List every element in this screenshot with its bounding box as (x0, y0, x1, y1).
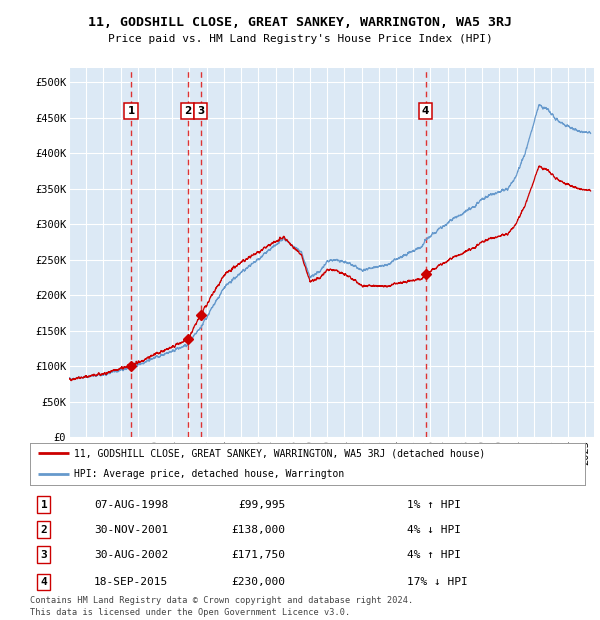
Text: £138,000: £138,000 (232, 525, 286, 534)
Text: 4% ↓ HPI: 4% ↓ HPI (407, 525, 461, 534)
Text: £99,995: £99,995 (238, 500, 286, 510)
Text: 11, GODSHILL CLOSE, GREAT SANKEY, WARRINGTON, WA5 3RJ: 11, GODSHILL CLOSE, GREAT SANKEY, WARRIN… (88, 16, 512, 29)
Text: 4: 4 (422, 105, 430, 115)
Text: 4% ↑ HPI: 4% ↑ HPI (407, 549, 461, 560)
Text: Price paid vs. HM Land Registry's House Price Index (HPI): Price paid vs. HM Land Registry's House … (107, 34, 493, 44)
Text: 2: 2 (41, 525, 47, 534)
Text: 1: 1 (127, 105, 134, 115)
Text: 30-NOV-2001: 30-NOV-2001 (94, 525, 168, 534)
Text: 3: 3 (197, 105, 205, 115)
Text: 1% ↑ HPI: 1% ↑ HPI (407, 500, 461, 510)
Text: 4: 4 (41, 577, 47, 587)
Text: This data is licensed under the Open Government Licence v3.0.: This data is licensed under the Open Gov… (30, 608, 350, 617)
Text: 11, GODSHILL CLOSE, GREAT SANKEY, WARRINGTON, WA5 3RJ (detached house): 11, GODSHILL CLOSE, GREAT SANKEY, WARRIN… (74, 448, 485, 458)
Text: Contains HM Land Registry data © Crown copyright and database right 2024.: Contains HM Land Registry data © Crown c… (30, 596, 413, 606)
Text: £230,000: £230,000 (232, 577, 286, 587)
Text: 07-AUG-1998: 07-AUG-1998 (94, 500, 168, 510)
Text: 18-SEP-2015: 18-SEP-2015 (94, 577, 168, 587)
Text: HPI: Average price, detached house, Warrington: HPI: Average price, detached house, Warr… (74, 469, 344, 479)
Text: 1: 1 (41, 500, 47, 510)
Text: 17% ↓ HPI: 17% ↓ HPI (407, 577, 468, 587)
Text: 3: 3 (41, 549, 47, 560)
Text: £171,750: £171,750 (232, 549, 286, 560)
Text: 2: 2 (184, 105, 191, 115)
Text: 30-AUG-2002: 30-AUG-2002 (94, 549, 168, 560)
